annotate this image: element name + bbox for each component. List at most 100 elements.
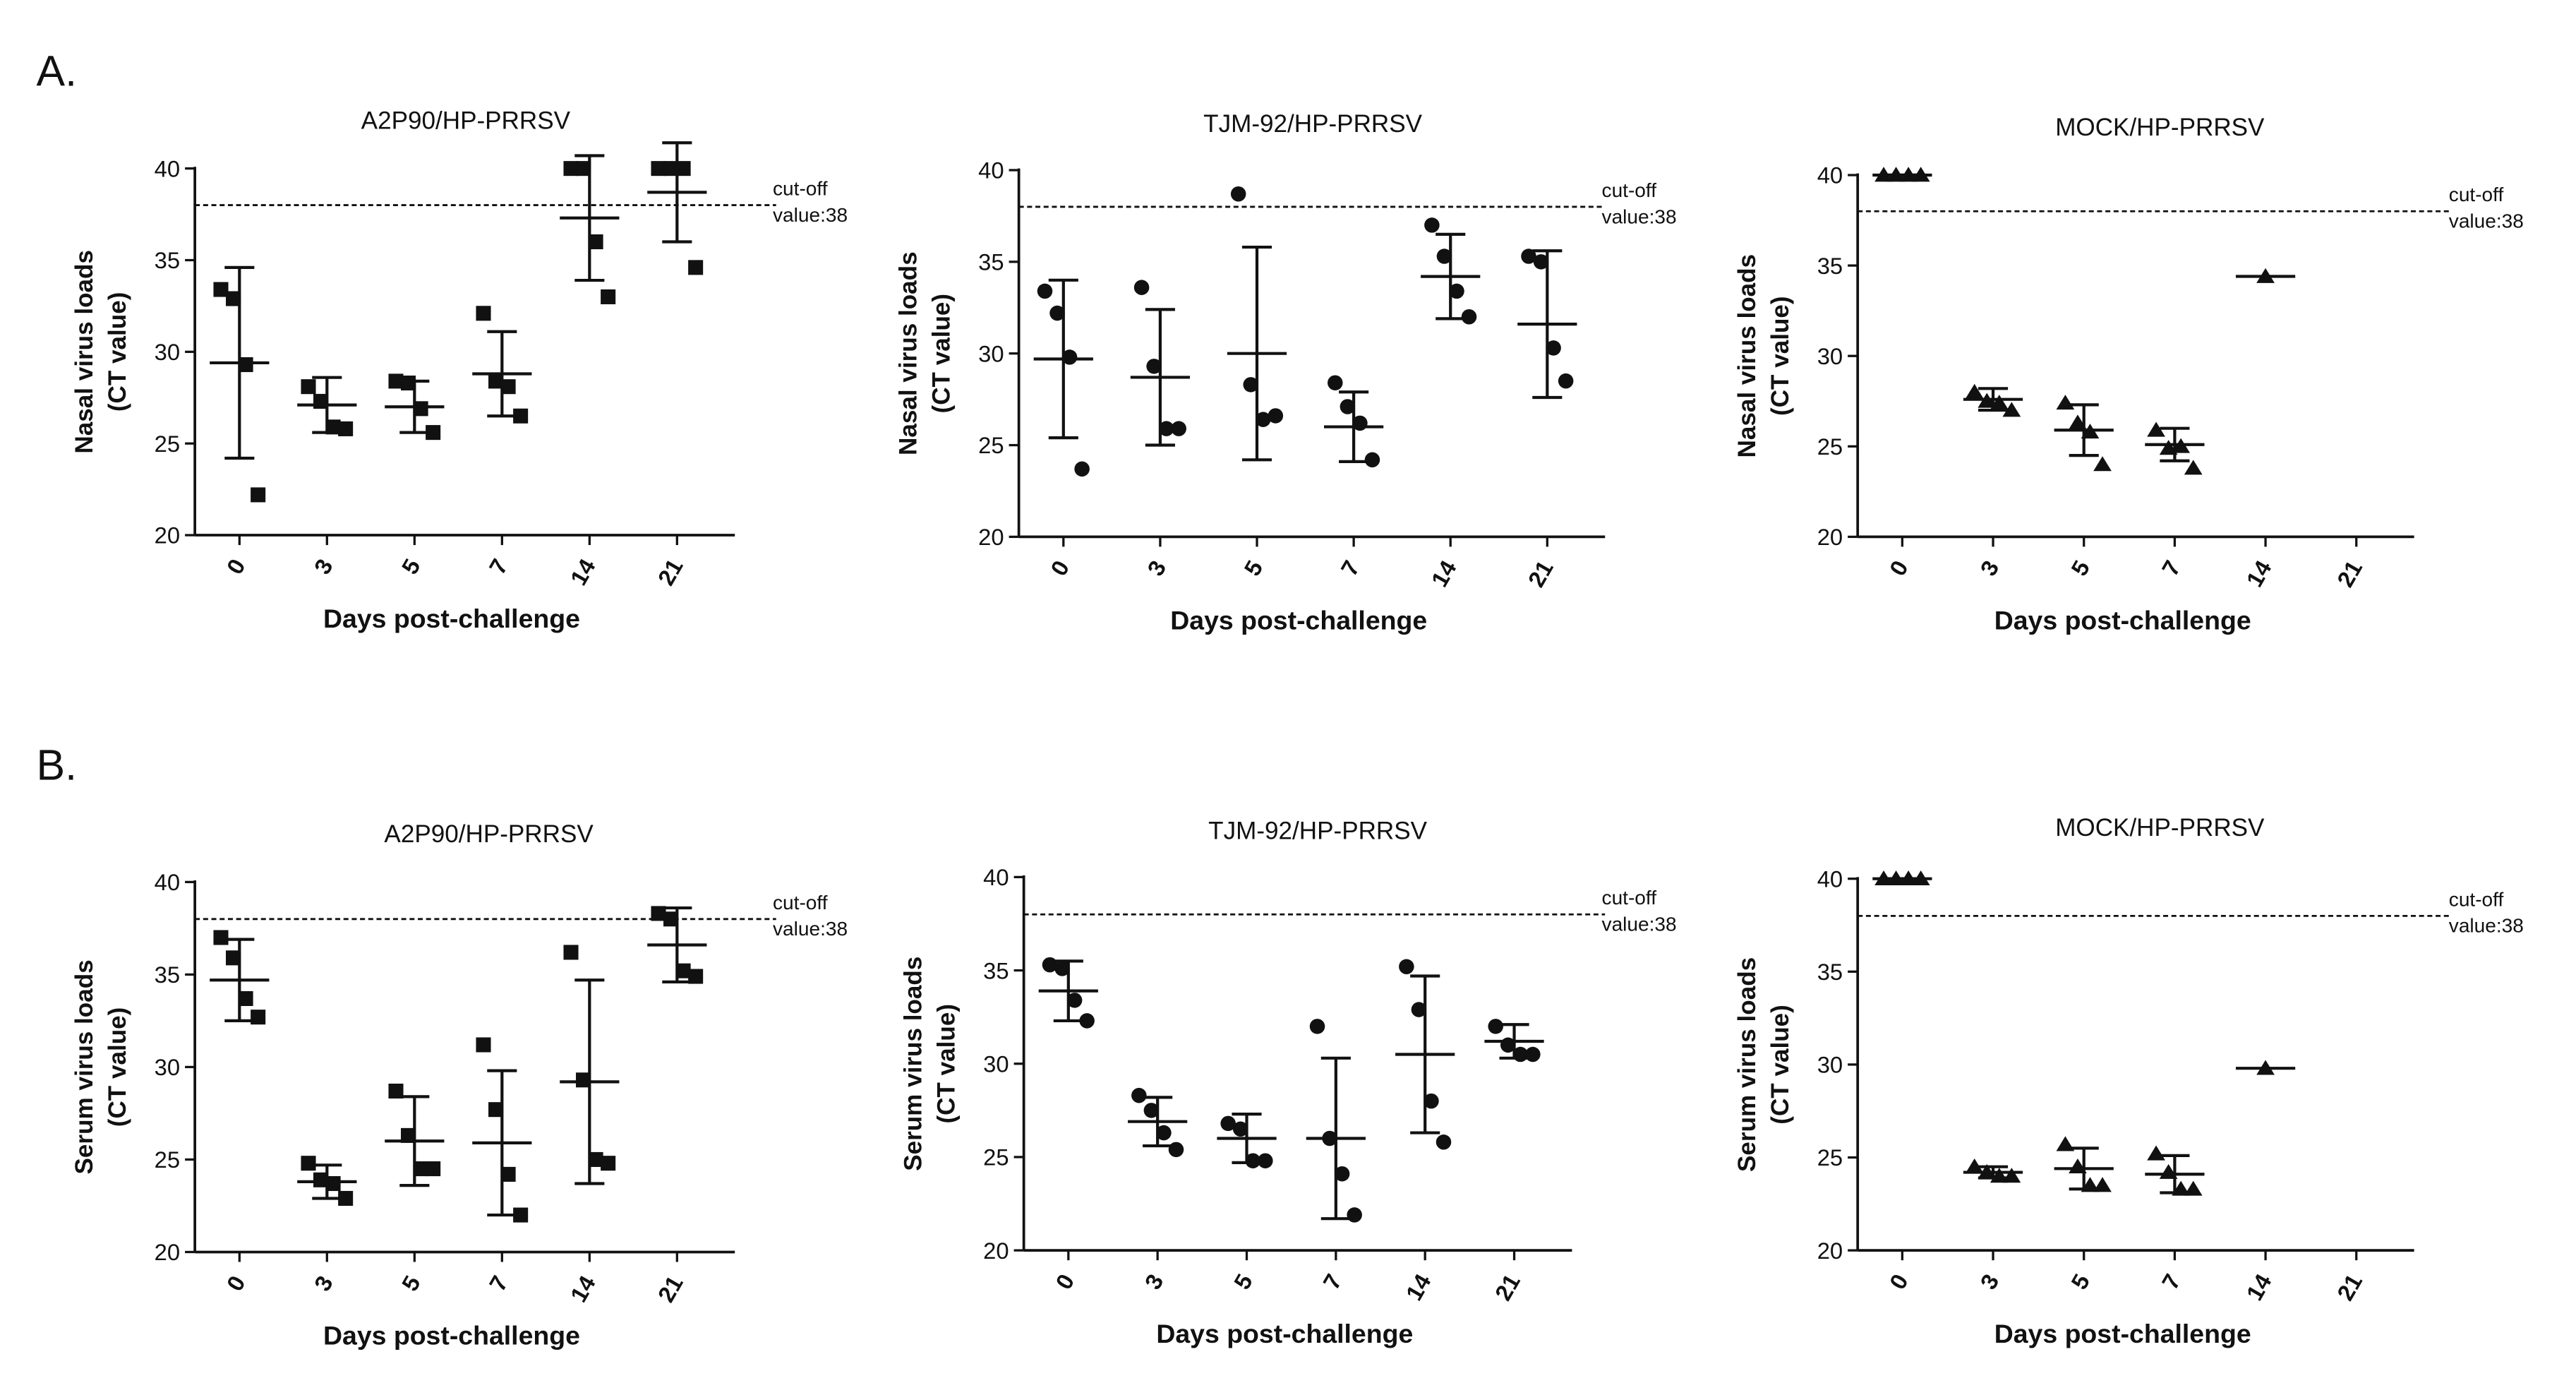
- data-point: [675, 161, 691, 176]
- data-point: [588, 234, 603, 250]
- data-point: [2147, 421, 2165, 437]
- y-axis-label: (CT value): [1767, 296, 1794, 416]
- data-point: [688, 260, 704, 275]
- data-point: [1436, 1134, 1452, 1150]
- cutoff-label: value:38: [1602, 914, 1677, 935]
- y-tick-label: 30: [1817, 343, 1843, 369]
- x-tick-label: 7: [1335, 556, 1364, 580]
- cutoff-label: value:38: [1602, 205, 1677, 227]
- data-point: [1079, 1013, 1095, 1029]
- x-tick-label: 0: [1050, 1269, 1079, 1293]
- y-axis-label: Serum virus loads: [1733, 957, 1761, 1172]
- x-tick-label: 3: [309, 554, 338, 578]
- y-tick-label: 20: [155, 1239, 180, 1265]
- y-tick-label: 30: [983, 1050, 1009, 1077]
- x-tick-label: 7: [2157, 1269, 2186, 1293]
- data-point: [301, 379, 316, 395]
- data-point: [663, 911, 679, 927]
- data-point: [601, 1156, 616, 1171]
- data-point: [325, 419, 341, 435]
- data-point: [388, 373, 404, 389]
- y-tick-label: 25: [978, 432, 1004, 458]
- data-point: [576, 1072, 591, 1088]
- data-point: [1965, 383, 1984, 399]
- x-tick-label: 0: [1045, 556, 1074, 580]
- x-tick-label: 7: [2157, 556, 2186, 580]
- data-point: [1424, 1093, 1439, 1109]
- y-tick-label: 25: [155, 1146, 180, 1173]
- x-tick-label: 0: [222, 1271, 251, 1295]
- panel-label: B.: [37, 741, 77, 789]
- x-tick-label: 5: [397, 554, 426, 578]
- data-point: [651, 161, 666, 176]
- cutoff-label: cut-off: [773, 892, 828, 914]
- data-point: [325, 1175, 341, 1192]
- data-point: [2002, 402, 2021, 417]
- data-point: [1143, 1103, 1160, 1118]
- data-point: [500, 379, 516, 395]
- x-tick-label: 21: [652, 554, 687, 589]
- data-point: [675, 963, 691, 978]
- y-axis-label: (CT value): [932, 1004, 960, 1124]
- data-point: [1245, 1153, 1261, 1168]
- y-axis-label: Serum virus loads: [71, 959, 98, 1174]
- y-tick-label: 25: [155, 431, 180, 457]
- y-tick-label: 40: [155, 869, 180, 895]
- x-tick-label: 5: [397, 1271, 426, 1295]
- cutoff-label: cut-off: [2449, 888, 2504, 910]
- x-tick-label: 5: [2066, 1269, 2095, 1293]
- x-tick-label: 14: [1400, 1269, 1436, 1305]
- data-point: [1488, 1019, 1503, 1034]
- data-point: [1525, 1046, 1541, 1062]
- y-tick-label: 35: [155, 962, 180, 988]
- data-point: [1328, 375, 1343, 391]
- y-tick-label: 35: [1817, 959, 1843, 985]
- data-point: [1533, 254, 1549, 270]
- data-point: [1220, 1115, 1236, 1132]
- data-point: [1243, 377, 1259, 393]
- data-point: [476, 306, 491, 321]
- data-point: [238, 357, 253, 373]
- data-point: [1054, 961, 1070, 976]
- data-point: [213, 282, 229, 297]
- data-point: [1074, 461, 1090, 477]
- data-point: [301, 1156, 316, 1171]
- data-point: [226, 291, 241, 306]
- x-tick-label: 21: [1490, 1269, 1525, 1305]
- x-tick-label: 14: [1426, 556, 1462, 592]
- data-point: [251, 487, 266, 503]
- y-tick-label: 20: [1817, 524, 1843, 550]
- data-point: [1965, 1158, 1984, 1174]
- data-point: [2069, 414, 2087, 430]
- y-tick-label: 35: [1817, 253, 1843, 279]
- data-point: [1037, 283, 1053, 299]
- cutoff-label: value:38: [773, 204, 848, 226]
- y-tick-label: 25: [983, 1144, 1009, 1171]
- y-tick-label: 25: [1817, 433, 1843, 460]
- x-tick-label: 14: [2241, 1269, 2277, 1305]
- data-point: [413, 401, 428, 417]
- cutoff-label: value:38: [2449, 915, 2524, 937]
- data-point: [1171, 421, 1186, 436]
- data-point: [1146, 359, 1162, 374]
- y-axis-label: (CT value): [1767, 1005, 1794, 1125]
- x-tick-label: 7: [484, 1271, 513, 1295]
- y-tick-label: 30: [155, 339, 180, 365]
- data-point: [1066, 993, 1083, 1008]
- x-tick-label: 7: [1318, 1269, 1347, 1293]
- data-point: [388, 1083, 404, 1099]
- x-tick-label: 21: [2332, 556, 2367, 592]
- chart-title: MOCK/HP-PRRSV: [2055, 114, 2265, 141]
- x-axis-label: Days post-challenge: [1994, 605, 2251, 635]
- y-tick-label: 40: [978, 157, 1004, 184]
- data-point: [313, 1172, 329, 1187]
- data-point: [1309, 1019, 1325, 1034]
- panel-label: A.: [37, 47, 77, 95]
- chart-title: A2P90/HP-PRRSV: [384, 820, 594, 848]
- y-tick-label: 30: [155, 1054, 180, 1080]
- data-point: [1268, 408, 1284, 424]
- data-point: [651, 906, 666, 921]
- data-point: [1449, 283, 1464, 299]
